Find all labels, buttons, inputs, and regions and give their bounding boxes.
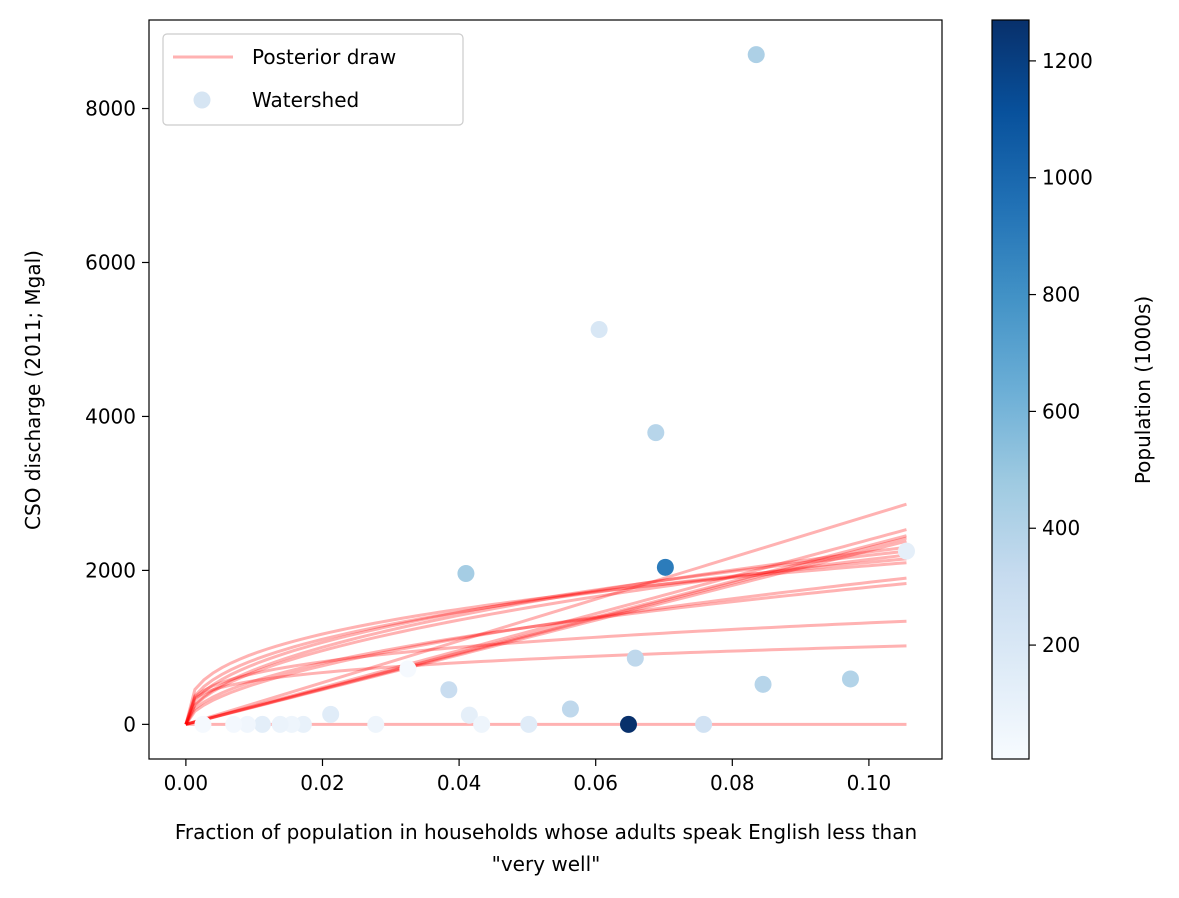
y-axis-ticks: 0 2000 4000 6000 8000 [85,97,149,736]
watershed-point-5 [897,542,915,560]
watershed-point-1 [590,320,608,338]
x-axis-label-line-2: "very well" [492,852,601,876]
watershed-point-19 [294,715,312,733]
x-tick-label-4: 0.08 [710,771,755,795]
posterior-draw-line-1 [185,528,907,726]
legend-box [162,33,464,126]
posterior-draw-line-8 [184,557,907,725]
x-tick-label-2: 0.04 [437,771,482,795]
watershed-point-9 [841,670,859,688]
x-tick-label-0: 0.00 [164,771,209,795]
posterior-draw-line-2 [185,534,907,726]
colorbar: 200 400 600 800 1000 1200 Population (1000s) [991,19,1155,760]
posterior-draws [184,502,907,726]
watershed-point-21 [271,715,289,733]
posterior-draw-line-0 [185,502,907,726]
y-tick-label-3: 6000 [85,250,136,274]
plot-background [149,20,942,759]
x-tick-label-3: 0.06 [573,771,618,795]
colorbar-tick-label-0: 200 [1042,633,1080,657]
watershed-point-15 [473,715,491,733]
colorbar-tick-label-4: 1000 [1042,166,1093,190]
x-axis-ticks: 0.00 0.02 0.04 0.06 0.08 0.10 [164,759,892,795]
legend-label-posterior-draw: Posterior draw [252,45,396,69]
colorbar-tick-label-3: 800 [1042,283,1080,307]
legend-label-watershed: Watershed [252,88,359,112]
y-tick-label-4: 8000 [85,97,136,121]
x-tick-label-5: 0.10 [847,771,892,795]
watershed-point-2 [647,424,665,442]
y-tick-label-0: 0 [123,712,136,736]
watershed-point-18 [253,715,271,733]
posterior-draw-line-3 [185,536,907,726]
watershed-point-22 [238,715,256,733]
legend-marker-swatch [193,91,211,109]
colorbar-ticks: 200 400 600 800 1000 1200 [1029,49,1093,657]
watershed-point-6 [626,649,644,667]
plot-area: 0.00 0.02 0.04 0.06 0.08 0.10 0 2000 4000 6000 80… [85,19,943,795]
posterior-draw-line-7 [184,553,907,726]
watershed-point-10 [561,700,579,718]
watershed-point-13 [520,715,538,733]
posterior-draw-line-10 [184,576,907,726]
posterior-draw-line-5 [184,545,907,725]
watershed-point-14 [460,706,478,724]
watershed-point-12 [695,715,713,733]
posterior-draw-line-13 [184,644,907,725]
posterior-draw-line-12 [184,619,907,725]
colorbar-label: Population (1000s) [1131,296,1155,484]
watershed-point-3 [457,564,475,582]
colorbar-gradient [992,20,1029,759]
watershed-point-4 [656,558,674,576]
watershed-points [194,46,915,733]
posterior-draw-line-9 [184,561,907,725]
colorbar-tick-label-5: 1200 [1042,49,1093,73]
colorbar-tick-label-2: 600 [1042,399,1080,423]
watershed-point-17 [367,715,385,733]
plot-frame [148,19,943,760]
posterior-draw-line-4 [185,539,907,726]
watershed-point-25 [399,660,417,678]
posterior-draw-line-6 [184,549,907,725]
watershed-point-0 [747,46,765,64]
x-tick-label-1: 0.02 [300,771,345,795]
legend: Posterior draw Watershed [162,33,464,126]
watershed-point-11 [619,715,637,733]
y-tick-label-1: 2000 [85,558,136,582]
watershed-point-23 [225,715,243,733]
colorbar-tick-label-1: 400 [1042,516,1080,540]
colorbar-frame [991,19,1030,760]
y-axis-label: CSO discharge (2011; Mgal) [21,250,45,530]
posterior-draw-line-11 [184,581,907,726]
watershed-point-7 [440,681,458,699]
watershed-point-16 [322,705,340,723]
x-axis-label-line-1: Fraction of population in households who… [175,820,917,844]
y-tick-label-2: 4000 [85,404,136,428]
watershed-point-8 [754,675,772,693]
watershed-point-24 [194,715,212,733]
